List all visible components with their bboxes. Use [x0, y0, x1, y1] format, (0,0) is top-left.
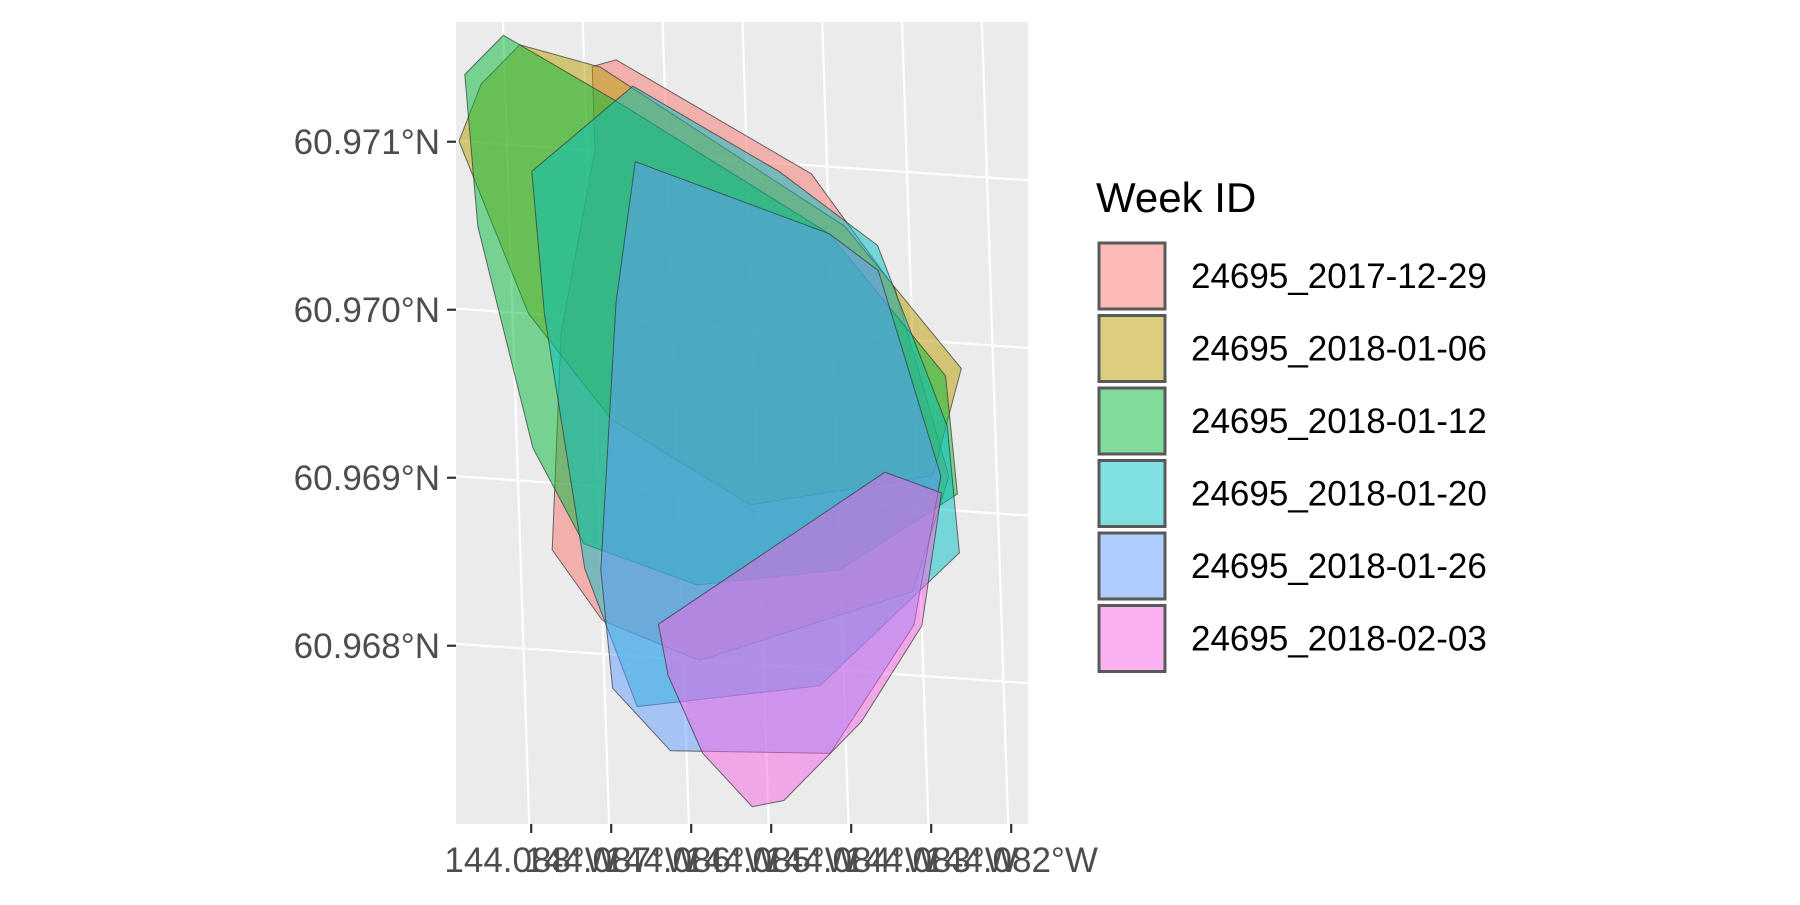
legend-label-24695_2017-12-29: 24695_2017-12-29 — [1191, 257, 1487, 296]
legend-label-24695_2018-01-26: 24695_2018-01-26 — [1191, 547, 1487, 586]
y-axis: 60.971°N 60.970°N 60.969°N 60.968°N — [294, 123, 456, 666]
legend-key-24695_2018-02-03 — [1097, 604, 1167, 673]
x-tick-label-5: 144.083°W — [844, 841, 1018, 880]
y-tick-label-2: 60.969°N — [294, 459, 440, 498]
polygon-24695_2018-02-03 — [657, 471, 943, 808]
polygon-layer — [458, 34, 962, 808]
y-tick-label-1: 60.970°N — [294, 291, 440, 330]
legend-label-24695_2018-01-20: 24695_2018-01-20 — [1191, 475, 1487, 514]
y-tick-label-3: 60.968°N — [294, 627, 440, 666]
x-tick-label-6: 144.082°W — [924, 841, 1098, 880]
gridline-lon-6 — [980, 22, 1010, 824]
legend-label-24695_2018-01-12: 24695_2018-01-12 — [1191, 402, 1487, 441]
legend-key-24695_2017-12-29 — [1097, 241, 1167, 311]
x-tick-label-0: 144.088°W — [444, 841, 618, 880]
legend: Week ID 24695_2017-12-29 24695_2018-01-06… — [1096, 174, 1487, 673]
x-axis: 144.088°W144.087°W144.086°W144.085°W144.… — [444, 824, 1098, 880]
legend-title: Week ID — [1096, 174, 1256, 221]
legend-label-24695_2018-01-06: 24695_2018-01-06 — [1191, 330, 1487, 369]
legend-key-24695_2018-01-20 — [1097, 459, 1167, 528]
x-tick-label-1: 144.087°W — [524, 841, 698, 880]
x-tick-label-3: 144.085°W — [684, 841, 858, 880]
legend-label-24695_2018-02-03: 24695_2018-02-03 — [1191, 620, 1487, 659]
legend-key-24695_2018-01-26 — [1097, 531, 1167, 601]
x-tick-label-4: 144.084°W — [764, 841, 938, 880]
y-tick-label-0: 60.971°N — [294, 123, 440, 162]
legend-key-24695_2018-01-06 — [1097, 314, 1167, 383]
x-tick-label-2: 144.086°W — [604, 841, 778, 880]
legend-key-24695_2018-01-12 — [1097, 386, 1167, 456]
